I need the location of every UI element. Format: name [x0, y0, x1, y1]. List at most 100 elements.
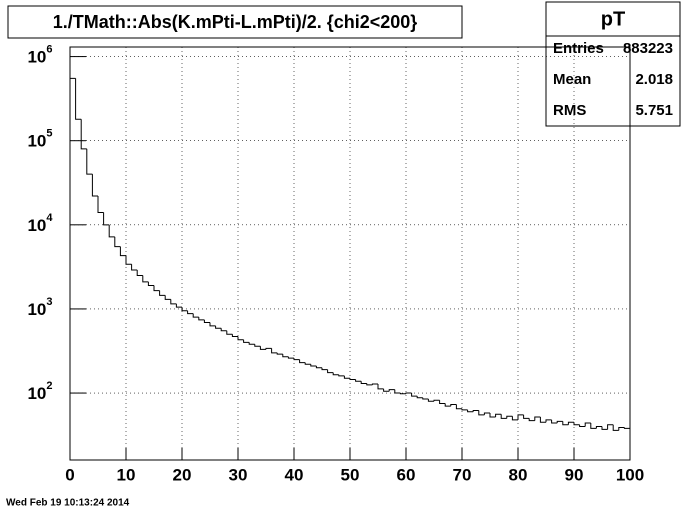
- histogram-bin: [388, 389, 395, 392]
- histogram-bin: [450, 404, 457, 407]
- x-tick-label: 30: [229, 465, 248, 484]
- y-tick-base: 10: [27, 385, 46, 404]
- histogram-bin: [276, 352, 283, 355]
- histogram-bin: [220, 328, 227, 332]
- y-tick-exponent: 3: [46, 296, 52, 308]
- histogram-bin: [405, 392, 412, 394]
- histogram-bin: [226, 330, 233, 335]
- histogram-bin: [164, 295, 171, 300]
- histogram-bin: [237, 336, 244, 341]
- histogram-bin: [119, 246, 126, 257]
- histogram-bin: [360, 381, 367, 384]
- histogram-bin: [461, 408, 468, 411]
- histogram-bin: [383, 388, 390, 392]
- histogram-bin: [198, 317, 205, 321]
- y-tick-exponent: 2: [46, 380, 52, 392]
- stats-label: RMS: [553, 102, 586, 119]
- histogram-bin: [467, 409, 474, 413]
- stats-value: 2.018: [635, 71, 673, 88]
- histogram-bin: [371, 383, 378, 385]
- y-tick-exponent: 6: [46, 43, 52, 55]
- histogram-bin: [422, 397, 429, 400]
- x-tick-label: 20: [173, 465, 192, 484]
- histogram-bin: [254, 344, 261, 347]
- y-tick-base: 10: [27, 216, 46, 235]
- histogram-bin: [69, 77, 76, 460]
- y-tick-exponent: 5: [46, 128, 52, 140]
- histogram-bin: [366, 383, 373, 386]
- histogram-bin: [192, 313, 199, 318]
- histogram-bin: [483, 412, 490, 415]
- histogram-bin: [528, 418, 535, 422]
- histogram-bin: [125, 255, 132, 265]
- histogram-bin: [75, 78, 82, 120]
- histogram-bin: [231, 334, 238, 338]
- y-tick-label: 103: [27, 296, 52, 320]
- histogram-bin: [259, 346, 266, 350]
- histogram-bin: [539, 416, 546, 423]
- histogram-bin: [86, 148, 93, 175]
- histogram-bin: [327, 369, 334, 374]
- histogram-bin: [343, 375, 350, 379]
- histogram-bin: [523, 414, 530, 419]
- histogram-bin: [556, 420, 563, 424]
- histogram-bin: [248, 342, 255, 345]
- histogram-bin: [416, 396, 423, 399]
- histogram-bin: [103, 212, 110, 226]
- histogram-bin: [187, 310, 194, 315]
- histogram-bin: [209, 322, 216, 327]
- histogram-bin: [355, 379, 362, 382]
- chart-title: 1./TMath::Abs(K.mPti-L.mPti)/2. {chi2<20…: [53, 12, 418, 32]
- x-tick-label: 80: [509, 465, 528, 484]
- histogram-bin: [304, 362, 311, 365]
- histogram-bin: [310, 364, 317, 367]
- histogram-bin: [478, 410, 485, 416]
- histogram-bin: [607, 424, 614, 430]
- histogram-bin: [108, 224, 115, 238]
- histogram-bin: [114, 236, 121, 248]
- histogram-bin: [618, 426, 625, 431]
- histogram-bin: [562, 421, 569, 426]
- histogram-bin: [153, 285, 160, 292]
- y-tick-base: 10: [27, 300, 46, 319]
- histogram-bin: [567, 421, 574, 425]
- histogram-bin: [623, 427, 630, 429]
- histogram-bin: [455, 404, 462, 410]
- histogram-bin: [427, 398, 434, 402]
- histogram-bin: [349, 378, 356, 380]
- histogram-bin: [573, 422, 580, 426]
- histogram-bin: [142, 275, 149, 283]
- histogram-bin: [545, 419, 552, 423]
- y-tick-label: 105: [27, 128, 52, 152]
- histogram-bin: [159, 290, 166, 296]
- histogram-bin: [332, 372, 339, 376]
- x-tick-label: 90: [565, 465, 584, 484]
- stats-title: pT: [601, 8, 625, 30]
- y-tick-label: 106: [27, 43, 52, 67]
- histogram-bin: [399, 393, 406, 395]
- x-tick-label: 100: [616, 465, 644, 484]
- histogram-bin: [265, 347, 272, 350]
- histogram-bin: [612, 424, 619, 431]
- timestamp: Wed Feb 19 10:13:24 2014: [6, 498, 130, 509]
- histogram-bin: [271, 348, 278, 354]
- histogram-bin: [282, 354, 289, 358]
- histogram-bin: [595, 426, 602, 429]
- histogram-bin: [601, 426, 608, 430]
- y-tick-base: 10: [27, 132, 46, 151]
- histogram-bin: [175, 303, 182, 308]
- histogram-bin: [411, 393, 418, 397]
- y-tick-base: 10: [27, 48, 46, 67]
- histogram-bin: [203, 319, 210, 323]
- histogram-bin: [500, 414, 507, 419]
- histogram-bin: [489, 412, 496, 418]
- histogram-bin: [97, 196, 104, 214]
- stats-value: 883223: [623, 40, 673, 57]
- y-tick-label: 104: [27, 212, 53, 236]
- histogram-bin: [439, 400, 446, 405]
- x-tick-label: 10: [117, 465, 136, 484]
- stats-value: 5.751: [635, 102, 673, 119]
- histogram-bin: [579, 424, 586, 428]
- histogram-bin: [517, 414, 524, 420]
